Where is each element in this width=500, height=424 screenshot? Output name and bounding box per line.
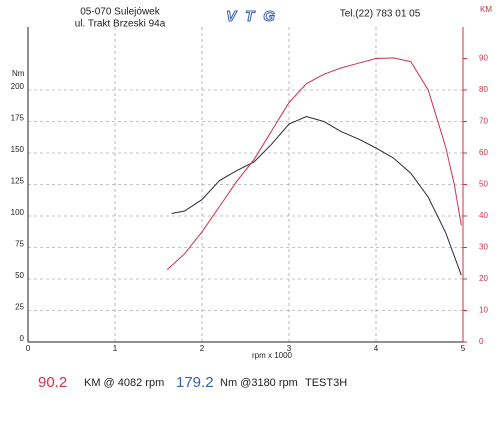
torque-text: Nm @3180 rpm [220, 377, 298, 389]
y-tick-label: 0 [20, 334, 25, 343]
y2-tick-label: 60 [479, 148, 488, 157]
y2-tick-label: 30 [479, 243, 488, 252]
y-tick-label: 50 [15, 271, 24, 280]
max-power: 90.2 [38, 374, 67, 391]
y2-tick-label: 40 [479, 211, 488, 220]
y2-axis-label: KM [480, 5, 492, 14]
y-tick-label: 200 [11, 82, 25, 91]
y2-tick-label: 0 [479, 337, 484, 346]
y2-tick-label: 80 [479, 85, 488, 94]
y-tick-label: 125 [11, 177, 25, 186]
x-tick-label: 2 [200, 344, 205, 353]
y2-tick-label: 20 [479, 274, 488, 283]
logo: VTG [226, 8, 284, 25]
x-tick-label: 4 [374, 344, 379, 353]
y-tick-label: 175 [11, 114, 25, 123]
address-line: 05-070 Sulejówek [80, 7, 160, 18]
series-line [171, 115, 462, 276]
y-axis-label: Nm [12, 69, 25, 78]
y2-tick-label: 70 [479, 117, 488, 126]
test-name: TEST3H [305, 377, 347, 389]
series-line [166, 57, 462, 270]
x-tick-label: 0 [26, 344, 31, 353]
y2-tick-label: 90 [479, 54, 488, 63]
y2-tick-label: 10 [479, 306, 488, 315]
x-tick-label: 3 [287, 344, 292, 353]
y-tick-label: 75 [15, 240, 24, 249]
max-torque: 179.2 [176, 374, 214, 391]
x-axis-label: rpm x 1000 [252, 351, 293, 360]
y-tick-label: 150 [11, 145, 25, 154]
y2-tick-label: 50 [479, 180, 488, 189]
power-text: KM @ 4082 rpm [84, 377, 164, 389]
address-line: ul. Trakt Brzeski 94a [75, 19, 166, 30]
x-tick-label: 1 [113, 344, 118, 353]
phone: Tel.(22) 783 01 05 [340, 9, 421, 20]
y-tick-label: 25 [15, 303, 24, 312]
x-tick-label: 5 [461, 344, 466, 353]
y-tick-label: 100 [11, 208, 25, 217]
